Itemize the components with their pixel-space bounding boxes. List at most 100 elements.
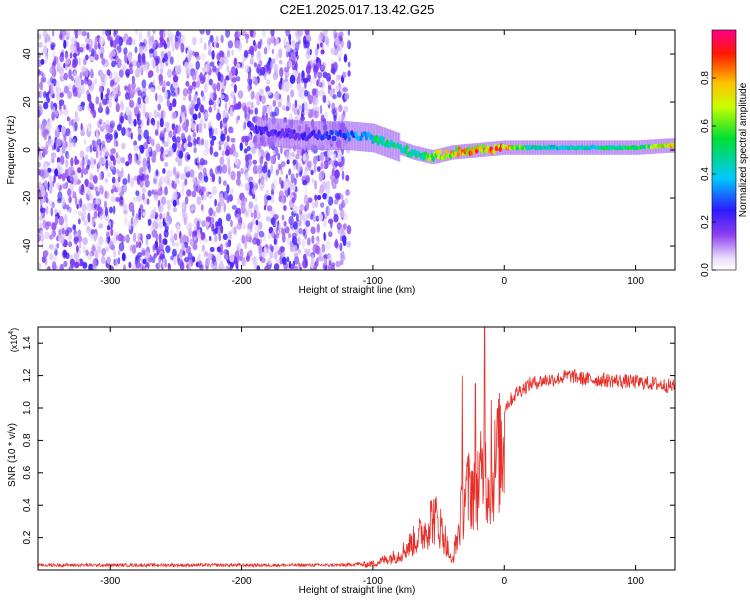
heatmap-noise-cell (179, 236, 183, 245)
heatmap-noise-cell (112, 205, 116, 215)
heatmap-noise-cell (149, 36, 153, 42)
heatmap-noise-cell (286, 159, 290, 165)
heatmap-noise-cell (44, 231, 50, 240)
heatmap-noise-cell (258, 151, 262, 158)
heatmap-noise-cell (229, 254, 235, 263)
heatmap-signal-cell (325, 130, 329, 137)
heatmap-noise-cell (77, 167, 82, 174)
heatmap-noise-cell (212, 210, 216, 217)
heatmap-noise-cell (127, 173, 130, 184)
heatmap-noise-cell (143, 63, 148, 72)
heatmap-noise-cell (198, 112, 201, 119)
heatmap-noise-cell (292, 204, 298, 214)
heatmap-noise-cell (223, 94, 229, 103)
heatmap-noise-cell (166, 37, 170, 43)
heatmap-noise-cell (302, 153, 307, 162)
heatmap-noise-cell (332, 94, 337, 100)
heatmap-noise-cell (297, 162, 302, 173)
heatmap-noise-cell (317, 35, 322, 44)
heatmap-noise-cell (343, 105, 349, 113)
heatmap-signal-cell (413, 149, 417, 155)
heatmap-noise-cell (110, 49, 116, 57)
heatmap-noise-cell (209, 61, 215, 67)
heatmap-noise-cell (63, 72, 68, 81)
heatmap-noise-cell (293, 245, 298, 253)
heatmap-noise-cell (141, 192, 145, 201)
heatmap-noise-cell (247, 222, 253, 230)
heatmap-noise-cell (127, 114, 132, 123)
heatmap-noise-cell (253, 62, 257, 68)
x-tick-label: -200 (232, 276, 252, 287)
heatmap-noise-cell (110, 148, 116, 155)
heatmap-noise-cell (131, 59, 137, 67)
heatmap-noise-cell (335, 260, 341, 268)
heatmap-noise-cell (146, 233, 152, 240)
heatmap-noise-cell (137, 96, 142, 105)
heatmap-noise-cell (244, 240, 248, 250)
heatmap-noise-cell (206, 146, 209, 155)
heatmap-noise-cell (164, 90, 168, 100)
heatmap-noise-cell (300, 86, 306, 93)
heatmap-noise-cell (337, 49, 343, 58)
heatmap-noise-cell (46, 221, 52, 227)
heatmap-noise-cell (318, 213, 324, 222)
heatmap-noise-cell (335, 84, 340, 93)
heatmap-noise-cell (113, 70, 119, 81)
heatmap-noise-cell (75, 33, 78, 39)
heatmap-noise-cell (212, 229, 217, 236)
heatmap-noise-cell (311, 178, 315, 184)
heatmap-noise-cell (166, 199, 171, 205)
heatmap-noise-cell (178, 36, 182, 47)
heatmap-noise-cell (102, 146, 108, 153)
heatmap-noise-cell (72, 210, 78, 215)
heatmap-noise-cell (311, 210, 315, 216)
spectrogram-y-ticks: -40 -20 0 20 40 (22, 48, 675, 253)
heatmap-noise-cell (65, 159, 69, 168)
heatmap-noise-cell (210, 139, 215, 146)
heatmap-noise-cell (154, 194, 159, 202)
heatmap-noise-cell (186, 189, 192, 197)
heatmap-noise-cell (153, 178, 157, 184)
heatmap-noise-cell (278, 59, 283, 65)
heatmap-noise-cell (239, 142, 243, 152)
heatmap-noise-cell (344, 197, 349, 205)
heatmap-noise-cell (87, 93, 92, 102)
heatmap-noise-cell (76, 245, 79, 253)
heatmap-noise-cell (141, 187, 146, 194)
heatmap-noise-cell (269, 111, 275, 118)
heatmap-noise-cell (230, 137, 236, 143)
heatmap-noise-cell (99, 171, 102, 181)
heatmap-noise-cell (164, 162, 169, 167)
heatmap-signal-cell (285, 132, 290, 138)
heatmap-noise-cell (245, 210, 249, 217)
heatmap-noise-cell (245, 255, 250, 262)
heatmap-noise-cell (187, 141, 193, 148)
heatmap-signal-cell (431, 156, 435, 162)
heatmap-noise-cell (68, 83, 72, 91)
heatmap-noise-cell (74, 261, 80, 269)
heatmap-noise-cell (92, 264, 97, 270)
heatmap-noise-cell (274, 90, 280, 101)
heatmap-noise-cell (216, 112, 222, 121)
heatmap-noise-cell (79, 160, 85, 169)
heatmap-noise-cell (55, 138, 61, 148)
heatmap-noise-cell (225, 30, 231, 38)
heatmap-noise-cell (236, 62, 241, 69)
heatmap-noise-cell (222, 122, 228, 129)
heatmap-noise-cell (299, 91, 306, 100)
heatmap-noise-cell (82, 261, 88, 269)
heatmap-noise-cell (270, 217, 276, 226)
heatmap-noise-cell (189, 169, 195, 178)
heatmap-noise-cell (155, 143, 161, 153)
heatmap-noise-cell (295, 172, 299, 178)
heatmap-noise-cell (128, 261, 132, 269)
heatmap-noise-cell (105, 151, 109, 157)
heatmap-noise-cell (49, 252, 53, 261)
heatmap-signal-cell (254, 125, 258, 131)
heatmap-noise-cell (216, 98, 220, 105)
heatmap-noise-cell (214, 166, 220, 175)
heatmap-noise-cell (121, 142, 126, 150)
heatmap-noise-cell (51, 157, 55, 164)
heatmap-noise-cell (270, 164, 274, 174)
heatmap-noise-cell (172, 206, 178, 213)
